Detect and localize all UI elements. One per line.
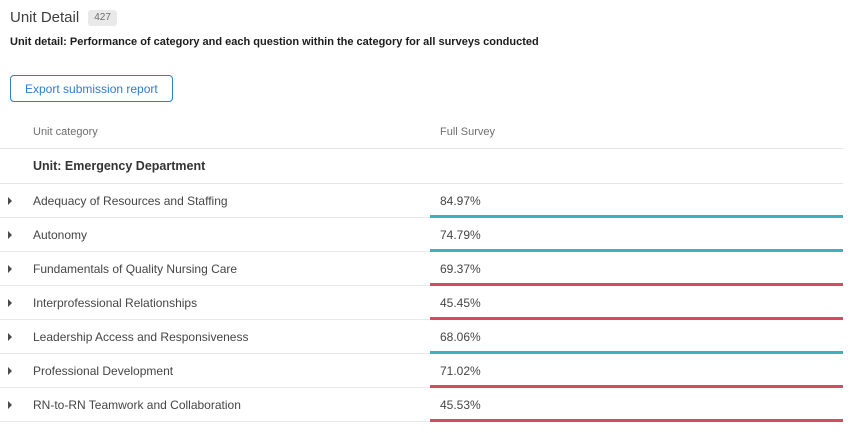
score-bar	[430, 419, 843, 422]
category-cell: Professional Development	[0, 354, 430, 388]
table-group-header-row: Unit: Emergency Department	[0, 149, 843, 184]
unit-detail-table: Unit category Full Survey Unit: Emergenc…	[0, 116, 843, 422]
full-survey-cell: 68.06%	[430, 320, 843, 354]
full-survey-value: 69.37%	[440, 262, 481, 276]
full-survey-cell: 74.79%	[430, 218, 843, 252]
full-survey-value: 45.53%	[440, 398, 481, 412]
category-cell: Adequacy of Resources and Staffing	[0, 184, 430, 218]
table-row: Leadership Access and Responsiveness 68.…	[0, 320, 843, 354]
category-label: RN-to-RN Teamwork and Collaboration	[33, 397, 241, 412]
table-row: Adequacy of Resources and Staffing 84.97…	[0, 184, 843, 218]
expand-arrow-icon[interactable]	[8, 333, 33, 341]
expand-arrow-icon[interactable]	[8, 367, 33, 375]
unit-detail-page: Unit Detail 427 Unit detail: Performance…	[0, 9, 850, 433]
category-cell: Interprofessional Relationships	[0, 286, 430, 320]
group-header-label: Unit: Emergency Department	[33, 159, 206, 173]
table-body: Adequacy of Resources and Staffing 84.97…	[0, 184, 843, 422]
category-label: Autonomy	[33, 227, 88, 242]
full-survey-value: 71.02%	[440, 364, 481, 378]
table-row: Fundamentals of Quality Nursing Care 69.…	[0, 252, 843, 286]
category-label: Leadership Access and Responsiveness	[33, 329, 249, 344]
page-title: Unit Detail	[10, 9, 80, 26]
table-header-row: Unit category Full Survey	[0, 116, 843, 149]
table-row: Autonomy 74.79%	[0, 218, 843, 252]
full-survey-value: 74.79%	[440, 228, 481, 242]
expand-arrow-icon[interactable]	[8, 265, 33, 273]
table-row: RN-to-RN Teamwork and Collaboration 45.5…	[0, 388, 843, 422]
expand-arrow-icon[interactable]	[8, 401, 33, 409]
table-row: Interprofessional Relationships 45.45%	[0, 286, 843, 320]
category-label: Professional Development	[33, 363, 174, 378]
full-survey-cell: 45.45%	[430, 286, 843, 320]
expand-arrow-icon[interactable]	[8, 231, 33, 239]
score-bar	[430, 385, 843, 388]
table-row: Professional Development 71.02%	[0, 354, 843, 388]
column-header-unit-category: Unit category	[33, 126, 98, 138]
score-bar	[430, 317, 843, 320]
expand-arrow-icon[interactable]	[8, 299, 33, 307]
page-header: Unit Detail 427	[10, 9, 850, 27]
category-label: Interprofessional Relationships	[33, 295, 198, 310]
export-submission-report-button[interactable]: Export submission report	[10, 75, 173, 102]
full-survey-cell: 84.97%	[430, 184, 843, 218]
expand-arrow-icon[interactable]	[8, 197, 33, 205]
full-survey-value: 84.97%	[440, 194, 481, 208]
category-cell: Autonomy	[0, 218, 430, 252]
full-survey-cell: 69.37%	[430, 252, 843, 286]
score-bar	[430, 351, 843, 354]
score-bar	[430, 249, 843, 252]
full-survey-cell: 71.02%	[430, 354, 843, 388]
score-bar	[430, 215, 843, 218]
category-cell: RN-to-RN Teamwork and Collaboration	[0, 388, 430, 422]
score-bar	[430, 283, 843, 286]
category-label: Fundamentals of Quality Nursing Care	[33, 261, 238, 276]
page-description: Unit detail: Performance of category and…	[10, 36, 539, 48]
full-survey-value: 45.45%	[440, 296, 481, 310]
category-cell: Leadership Access and Responsiveness	[0, 320, 430, 354]
count-badge: 427	[88, 10, 117, 26]
full-survey-cell: 45.53%	[430, 388, 843, 422]
category-cell: Fundamentals of Quality Nursing Care	[0, 252, 430, 286]
full-survey-value: 68.06%	[440, 330, 481, 344]
category-label: Adequacy of Resources and Staffing	[33, 193, 228, 208]
column-header-full-survey: Full Survey	[440, 126, 496, 138]
